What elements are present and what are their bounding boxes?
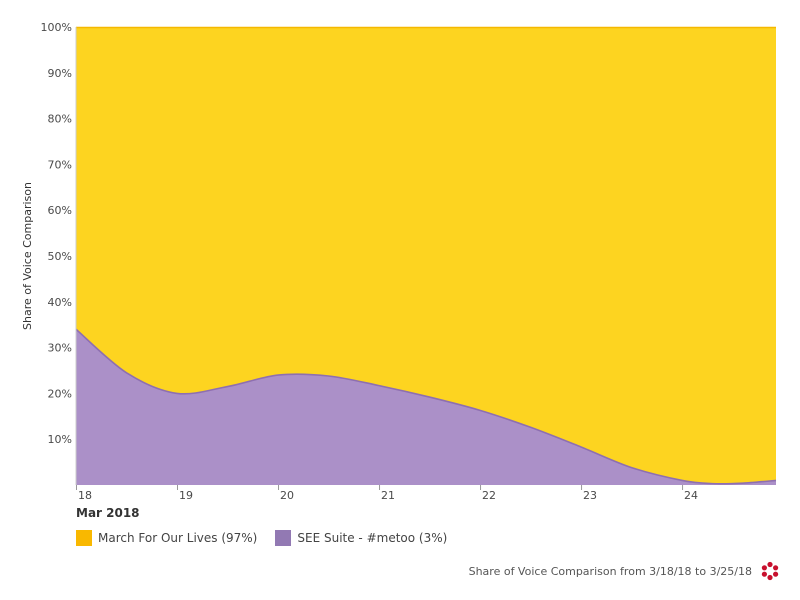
y-tick-label: 90% (48, 67, 72, 80)
footer: Share of Voice Comparison from 3/18/18 t… (469, 561, 780, 581)
x-tick-label: 19 (179, 489, 193, 502)
y-tick-label: 60% (48, 204, 72, 217)
y-tick-label: 100% (41, 21, 72, 34)
x-tick-label: 23 (583, 489, 597, 502)
x-tick-label: 22 (482, 489, 496, 502)
y-axis-title: Share of Voice Comparison (21, 182, 34, 330)
plot-area (75, 26, 777, 485)
x-tick-label: 18 (78, 489, 92, 502)
y-tick-label: 70% (48, 158, 72, 171)
y-tick-label: 40% (48, 296, 72, 309)
series-area-see-suite-metoo (76, 329, 776, 485)
y-tick-label: 10% (48, 433, 72, 446)
y-tick-label: 80% (48, 113, 72, 126)
x-tick-label: 20 (280, 489, 294, 502)
footer-text: Share of Voice Comparison from 3/18/18 t… (468, 564, 752, 578)
legend-label-see-suite-metoo: SEE Suite - #metoo (3%) (297, 531, 448, 545)
x-tick-label: 21 (381, 489, 395, 502)
legend-swatch-see-suite-metoo (275, 530, 292, 546)
x-tick-label: 24 (684, 489, 698, 502)
x-axis: 18 19 20 21 22 23 24 (76, 485, 698, 502)
y-tick-label: 20% (48, 387, 72, 400)
y-axis: 10% 20% 30% 40% 50% 60% 70% 80% 90% 100% (41, 21, 72, 446)
brand-logo-icon (761, 561, 779, 581)
y-tick-label: 50% (48, 250, 72, 263)
legend: March For Our Lives (97%) SEE Suite - #m… (76, 530, 447, 546)
series-line-see-suite-metoo (75, 328, 777, 485)
legend-item-see-suite-metoo[interactable]: SEE Suite - #metoo (3%) (275, 530, 447, 546)
y-tick-label: 30% (48, 342, 72, 355)
x-axis-month-label: Mar 2018 (76, 506, 140, 520)
legend-label-march-for-our-lives: March For Our Lives (97%) (98, 531, 258, 545)
legend-item-march-for-our-lives[interactable]: March For Our Lives (97%) (76, 530, 257, 546)
legend-swatch-march-for-our-lives (76, 530, 92, 546)
